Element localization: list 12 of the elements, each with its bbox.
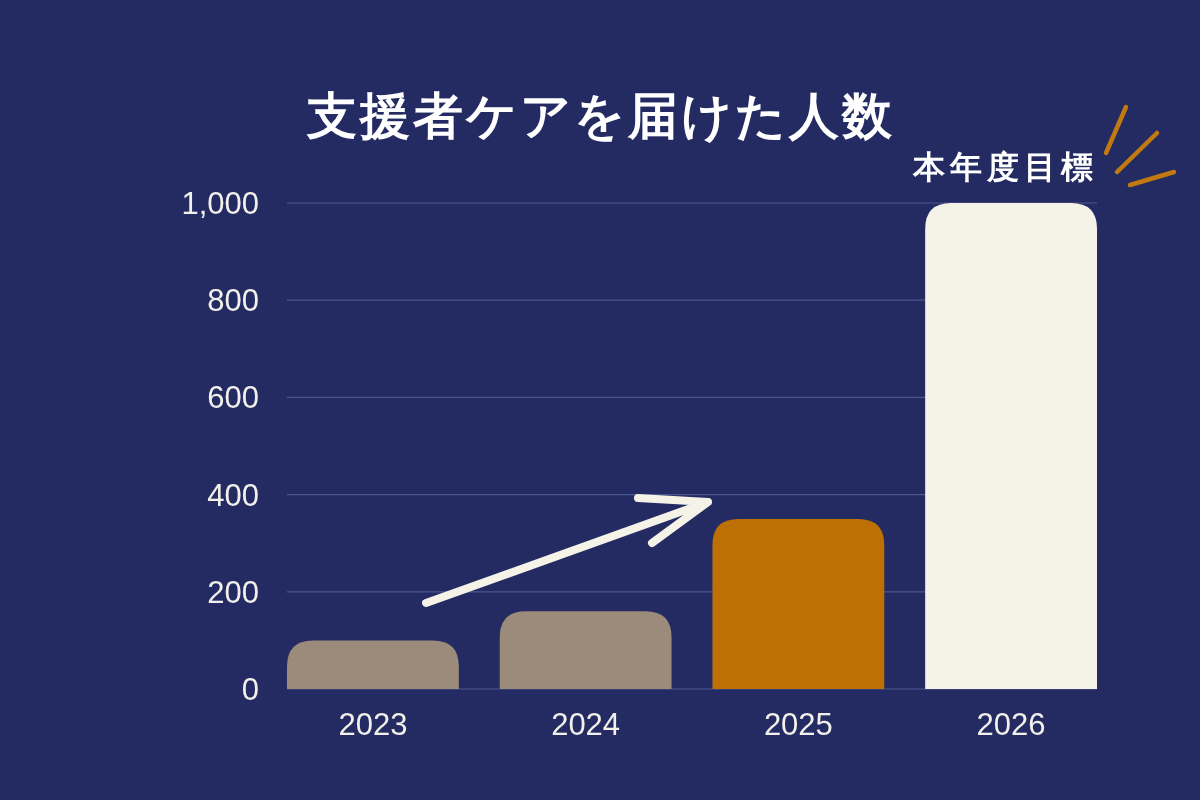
y-tick-label: 0 xyxy=(241,672,259,707)
y-tick-label: 1,000 xyxy=(181,186,259,221)
y-tick-label: 800 xyxy=(207,283,259,319)
annotation: 本年度目標 xyxy=(912,148,1098,186)
title: 支援者ケアを届けた人数 xyxy=(307,87,895,145)
y-tick-label: 200 xyxy=(207,574,259,610)
x-tick-label: 2023 xyxy=(338,707,408,742)
x-tick-label: 2024 xyxy=(551,707,621,742)
x-tick-label: 2026 xyxy=(976,707,1046,742)
y-tick-label: 400 xyxy=(207,477,259,513)
y-tick-label: 600 xyxy=(207,380,259,416)
x-tick-label: 2025 xyxy=(763,707,833,742)
